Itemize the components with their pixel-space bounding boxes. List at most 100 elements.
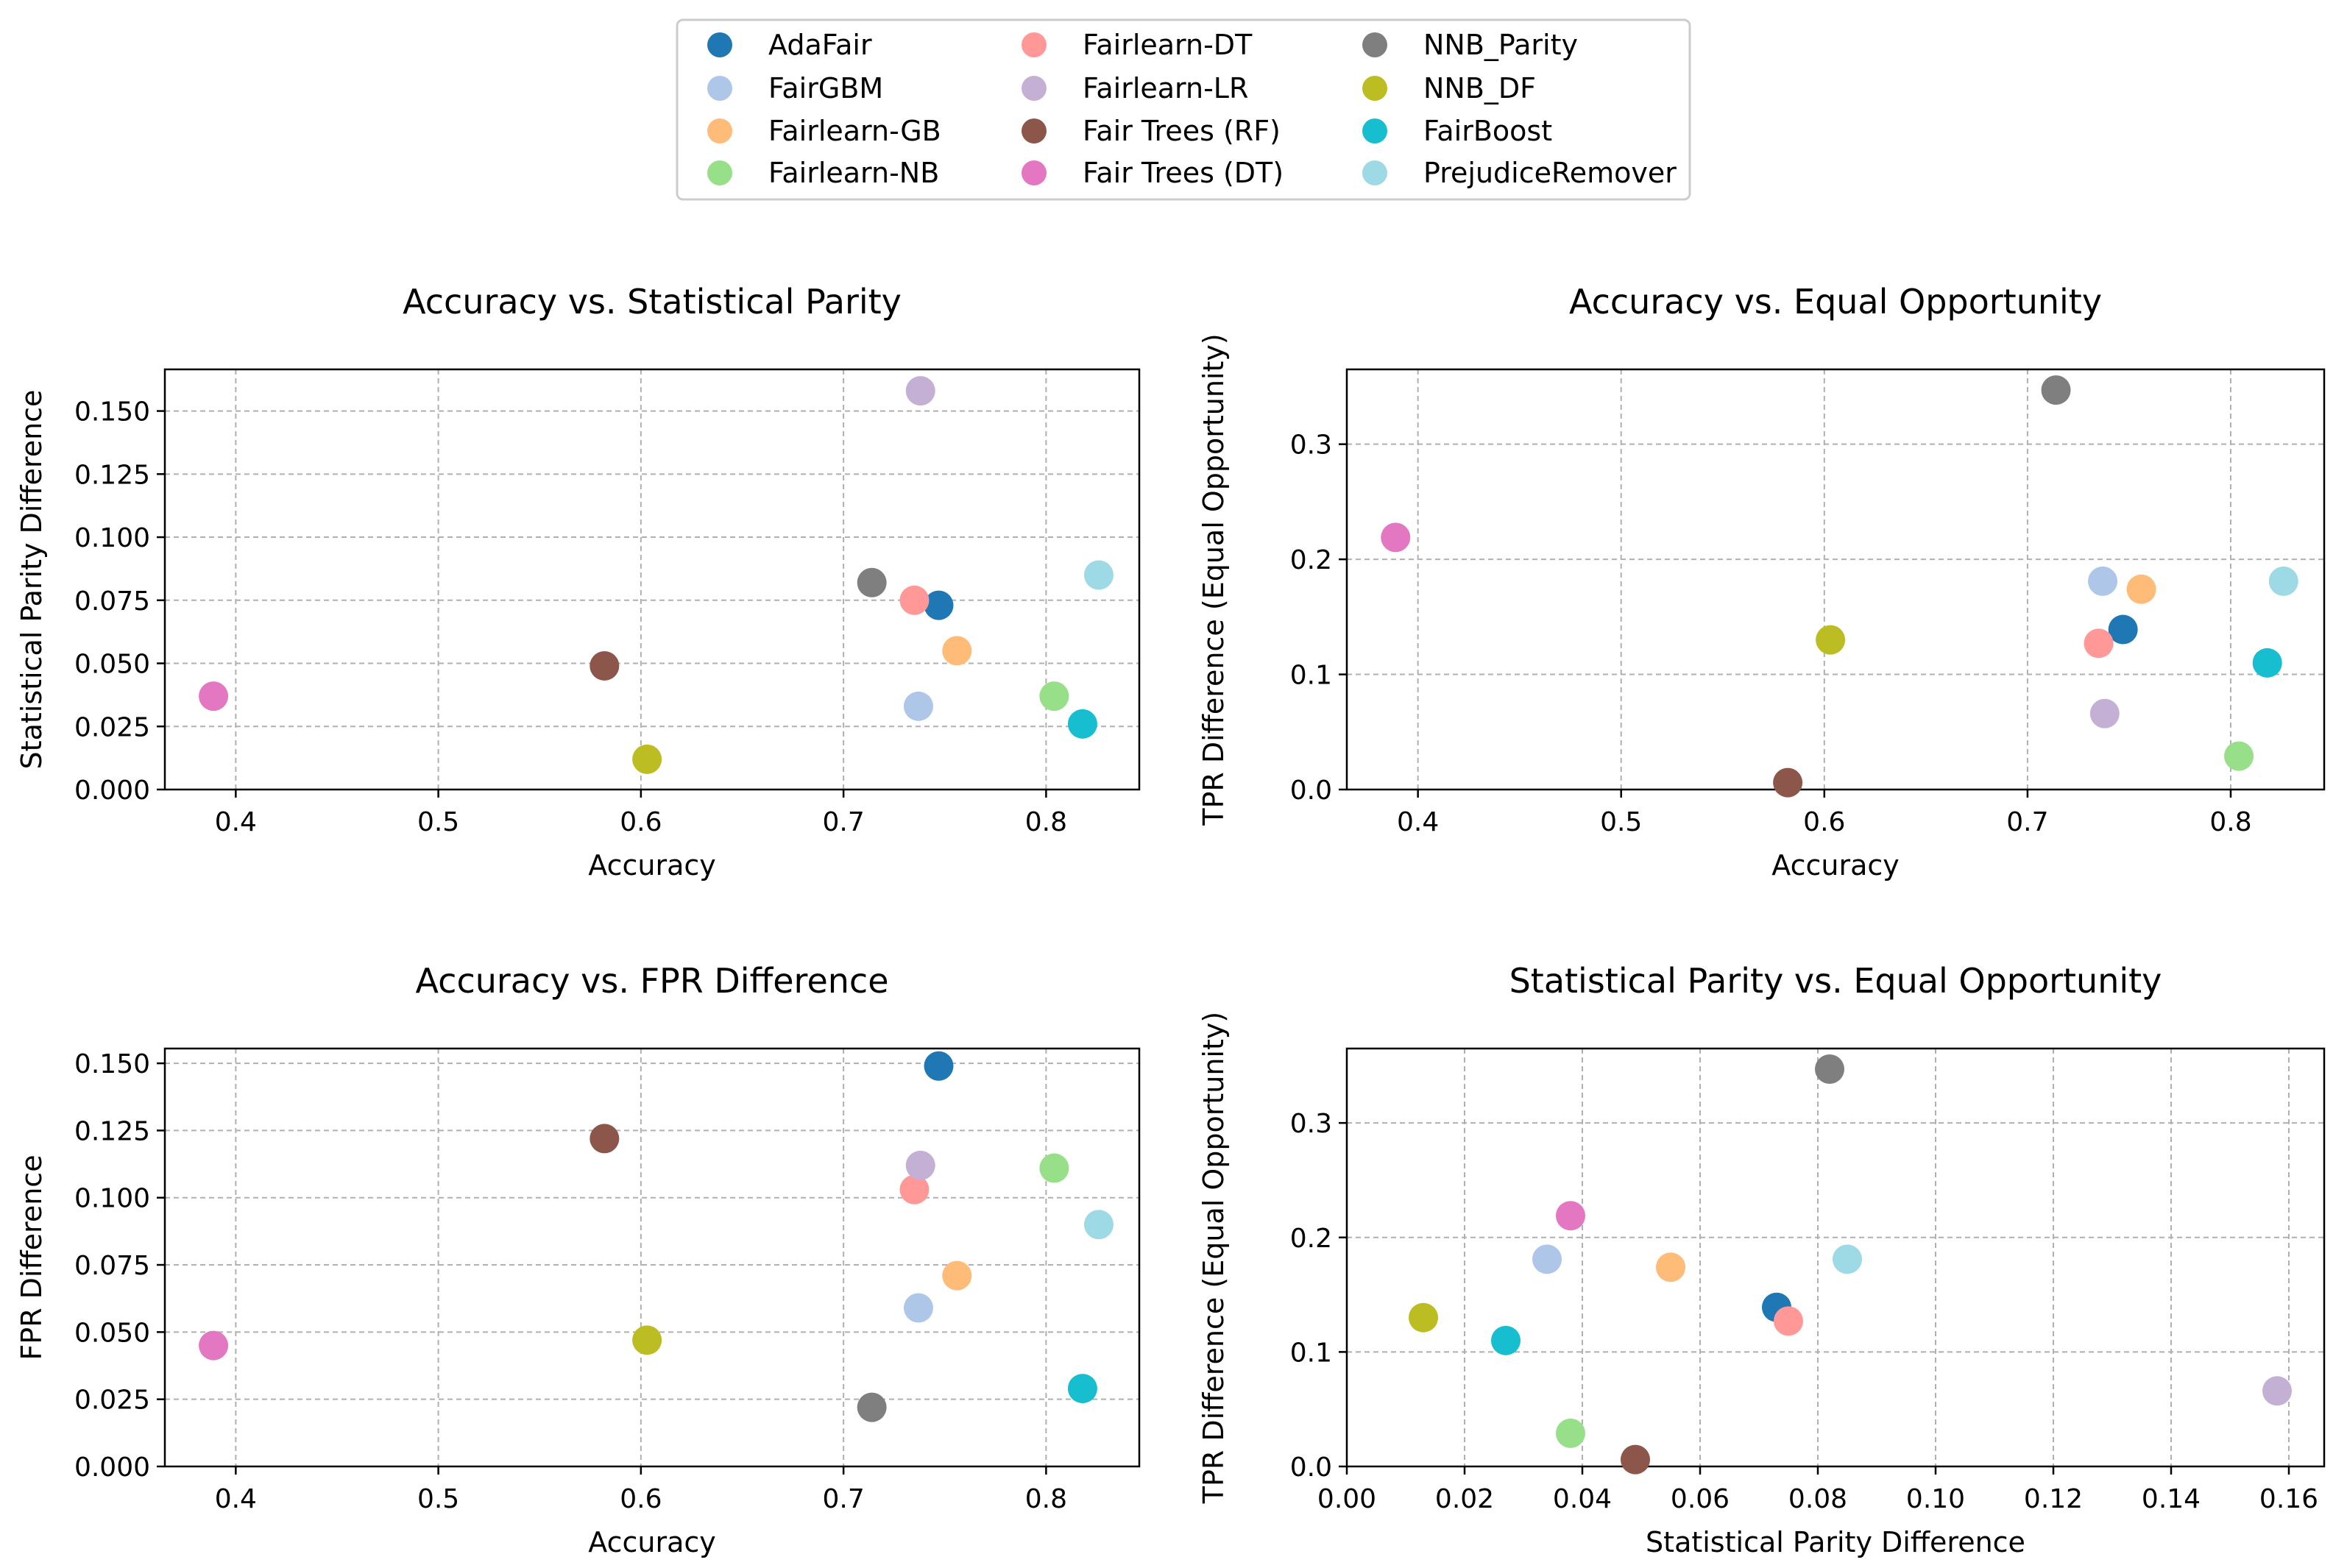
point-fairlearn-gb [942,636,972,666]
legend-label: Fairlearn-NB [768,157,939,189]
legend-label: NNB_DF [1423,72,1536,104]
y-tick-label: 0.000 [74,776,150,806]
x-axis-label: Accuracy [1771,849,1900,881]
point-fairlearn-lr [905,1150,935,1180]
x-tick-label: 0.02 [1435,1484,1494,1514]
legend-marker [1022,118,1047,143]
x-tick-label: 0.4 [1397,807,1439,837]
legend-label: NNB_Parity [1423,29,1578,61]
y-tick-label: 0.3 [1290,430,1332,461]
point-prejudiceremover [1083,560,1114,590]
subplot-4: Statistical Parity vs. Equal Opportunity… [1197,961,2326,1558]
y-tick-label: 0.1 [1290,1338,1332,1368]
point-fair-trees-dt [1381,522,1411,553]
point-nnb-parity [1815,1054,1844,1085]
x-tick-label: 0.12 [2024,1484,2083,1514]
y-tick-label: 0.075 [74,586,150,617]
x-tick-label: 0.08 [1788,1484,1847,1514]
y-tick-label: 0.050 [74,1318,150,1348]
point-fairlearn-gb [2126,574,2156,604]
point-fairgbm [903,1293,933,1323]
y-tick-label: 0.3 [1290,1109,1332,1139]
x-tick-label: 0.7 [2006,807,2048,837]
point-nnb-df [1816,625,1846,655]
point-fairboost [1067,709,1097,739]
y-axis-label: TPR Difference (Equal Opportunity) [1197,1012,1230,1504]
subplot-3: Accuracy vs. FPR Difference 0.4 0.5 0.6 0.7 0… [15,961,1141,1558]
legend-marker [707,32,732,57]
point-nnb-df [632,1325,662,1355]
x-tick-label: 0.00 [1317,1484,1376,1514]
point-fairboost [1491,1325,1521,1355]
point-fairboost [2252,648,2282,678]
point-nnb-parity [857,567,887,597]
point-fairlearn-gb [942,1260,972,1291]
legend-item-adafair: AdaFair [707,29,872,61]
point-fairlearn-lr [2089,698,2120,728]
subplot-title: Statistical Parity vs. Equal Opportunity [1509,961,2162,1001]
y-tick-label: 0.025 [74,1386,150,1416]
y-tick-label: 0.0 [1290,1452,1332,1483]
point-fairlearn-lr [905,376,935,406]
x-axis-label: Accuracy [588,849,716,881]
point-nnb-parity [2041,375,2071,405]
legend-label: Fair Trees (RF) [1083,115,1281,147]
point-fair-trees-dt [1556,1201,1585,1231]
legend-label: PrejudiceRemover [1423,157,1677,189]
legend-marker [707,118,732,143]
axes-frame [1345,368,2326,791]
subplot-title: Accuracy vs. Equal Opportunity [1569,282,2102,322]
y-tick-label: 0.0 [1290,776,1332,806]
legend-item-fairlearn-lr: Fairlearn-LR [1022,72,1248,104]
point-fairlearn-dt [2084,628,2114,659]
x-axis-label: Statistical Parity Difference [1646,1526,2025,1558]
axes-frame [1345,1047,2326,1468]
x-tick-label: 0.4 [215,1484,257,1514]
x-tick-label: 0.5 [417,807,459,837]
legend-item-prejudiceremover: PrejudiceRemover [1362,157,1677,189]
legend-item-nnb-df: NNB_DF [1362,72,1536,104]
point-nnb-df [632,744,662,774]
legend-label: Fairlearn-GB [768,115,941,147]
point-fair-trees-dt [199,1330,229,1361]
legend-label: FairGBM [768,72,883,104]
legend-item-fair-trees-rf: Fair Trees (RF) [1022,115,1281,147]
axes-frame [163,1047,1141,1468]
x-tick-label: 0.7 [822,807,864,837]
legend-marker [1362,76,1387,101]
point-fairboost [1067,1374,1097,1404]
legend-item-fairlearn-nb: Fairlearn-NB [707,157,939,189]
x-tick-label: 0.7 [822,1484,864,1514]
legend-marker [1362,160,1387,185]
subplot-title: Accuracy vs. FPR Difference [416,961,889,1001]
legend-marker [707,76,732,101]
y-tick-label: 0.025 [74,712,150,742]
x-tick-label: 0.16 [2259,1484,2318,1514]
point-fairlearn-dt [899,585,930,615]
y-tick-label: 0.100 [74,1184,150,1214]
subplots: Accuracy vs. Statistical Parity 0.4 0.5 0.6… [15,282,2326,1558]
legend-item-fair-trees-dt: Fair Trees (DT) [1022,157,1284,189]
point-fairgbm [1532,1244,1562,1274]
x-tick-label: 0.8 [2209,807,2251,837]
point-nnb-df [1409,1302,1438,1333]
legend-item-fairboost: FairBoost [1362,115,1552,147]
legend-item-fairgbm: FairGBM [707,72,883,104]
y-tick-label: 0.1 [1290,661,1332,691]
subplot-title: Accuracy vs. Statistical Parity [403,282,902,322]
y-axis-label: Statistical Parity Difference [15,390,48,770]
point-fairlearn-nb [2224,741,2254,771]
point-prejudiceremover [2268,566,2298,596]
subplot-2: Accuracy vs. Equal Opportunity 0.4 0.5 0.6 0… [1197,282,2326,881]
legend-item-fairlearn-dt: Fairlearn-DT [1022,29,1253,61]
legend-label: Fairlearn-LR [1083,72,1248,104]
point-fair-trees-rf [1621,1444,1650,1475]
subplot-1: Accuracy vs. Statistical Parity 0.4 0.5 0.6… [15,282,1141,881]
y-tick-label: 0.2 [1290,1224,1332,1254]
point-adafair [924,590,954,620]
point-prejudiceremover [1833,1244,1862,1274]
y-axis-label: TPR Difference (Equal Opportunity) [1197,333,1230,826]
y-axis-label: FPR Difference [15,1154,48,1360]
legend-label: Fairlearn-DT [1083,29,1253,61]
point-fair-trees-dt [199,681,229,712]
